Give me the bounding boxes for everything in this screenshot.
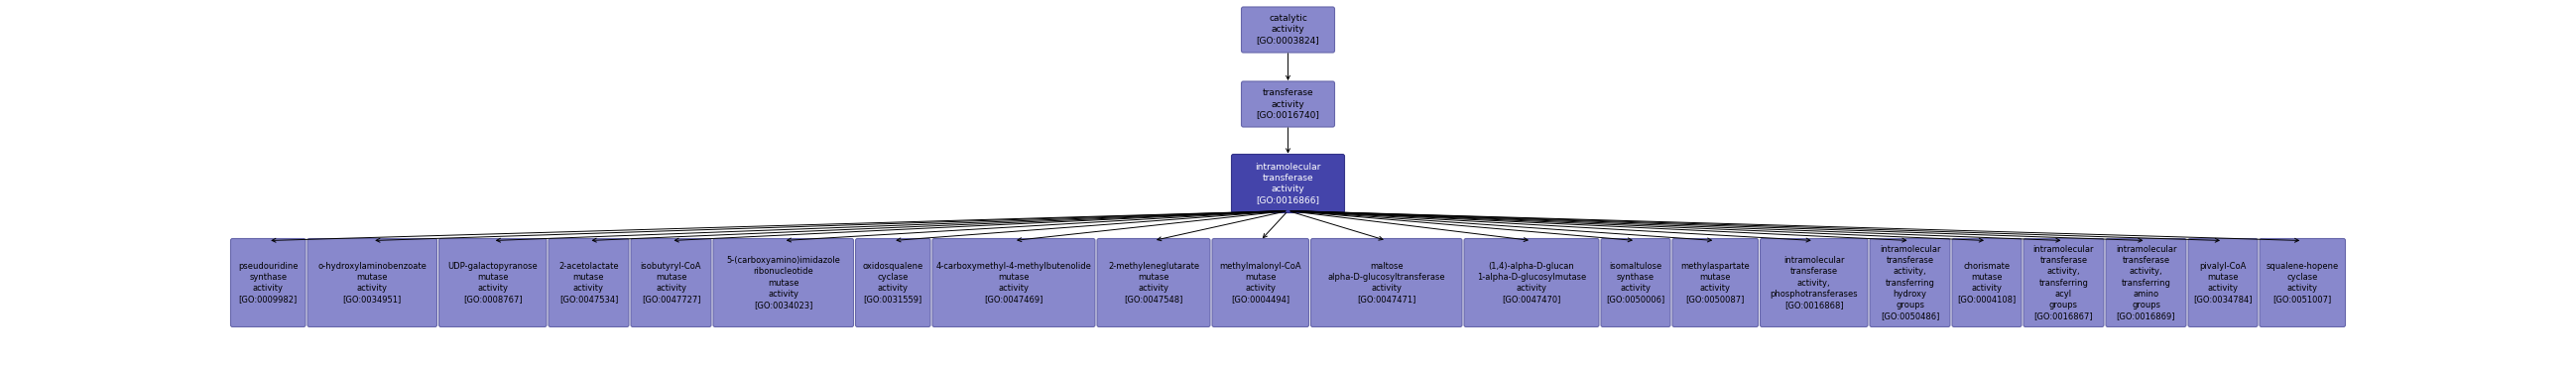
Text: pseudouridine
synthase
activity
[GO:0009982]: pseudouridine synthase activity [GO:0009… [237, 262, 299, 304]
FancyBboxPatch shape [2025, 238, 2105, 327]
Text: 2-acetolactate
mutase
activity
[GO:0047534]: 2-acetolactate mutase activity [GO:00475… [559, 262, 618, 304]
Text: (1,4)-alpha-D-glucan
1-alpha-D-glucosylmutase
activity
[GO:0047470]: (1,4)-alpha-D-glucan 1-alpha-D-glucosylm… [1476, 262, 1587, 304]
Text: chorismate
mutase
activity
[GO:0004108]: chorismate mutase activity [GO:0004108] [1958, 262, 2017, 304]
Text: isobutyryl-CoA
mutase
activity
[GO:0047727]: isobutyryl-CoA mutase activity [GO:00477… [641, 262, 701, 304]
Text: methylmalonyl-CoA
mutase
activity
[GO:0004494]: methylmalonyl-CoA mutase activity [GO:00… [1218, 262, 1301, 304]
Text: maltose
alpha-D-glucosyltransferase
activity
[GO:0047471]: maltose alpha-D-glucosyltransferase acti… [1327, 262, 1445, 304]
FancyBboxPatch shape [307, 238, 438, 327]
FancyBboxPatch shape [933, 238, 1095, 327]
FancyBboxPatch shape [1672, 238, 1759, 327]
FancyBboxPatch shape [2105, 238, 2187, 327]
Text: UDP-galactopyranose
mutase
activity
[GO:0008767]: UDP-galactopyranose mutase activity [GO:… [448, 262, 538, 304]
FancyBboxPatch shape [1311, 238, 1463, 327]
FancyBboxPatch shape [2187, 238, 2257, 327]
Text: isomaltulose
synthase
activity
[GO:0050006]: isomaltulose synthase activity [GO:00500… [1607, 262, 1664, 304]
Text: squalene-hopene
cyclase
activity
[GO:0051007]: squalene-hopene cyclase activity [GO:005… [2267, 262, 2339, 304]
FancyBboxPatch shape [1242, 7, 1334, 52]
FancyBboxPatch shape [1463, 238, 1600, 327]
FancyBboxPatch shape [1231, 154, 1345, 213]
FancyBboxPatch shape [232, 238, 307, 327]
Text: 2-methyleneglutarate
mutase
activity
[GO:0047548]: 2-methyleneglutarate mutase activity [GO… [1108, 262, 1200, 304]
Text: intramolecular
transferase
activity,
phosphotransferases
[GO:0016868]: intramolecular transferase activity, pho… [1770, 256, 1857, 309]
Text: methylaspartate
mutase
activity
[GO:0050087]: methylaspartate mutase activity [GO:0050… [1680, 262, 1749, 304]
Text: intramolecular
transferase
activity,
transferring
amino
groups
[GO:0016869]: intramolecular transferase activity, tra… [2115, 245, 2177, 320]
Text: intramolecular
transferase
activity
[GO:0016866]: intramolecular transferase activity [GO:… [1255, 163, 1321, 205]
FancyBboxPatch shape [1759, 238, 1868, 327]
FancyBboxPatch shape [855, 238, 930, 327]
FancyBboxPatch shape [1213, 238, 1309, 327]
FancyBboxPatch shape [714, 238, 853, 327]
FancyBboxPatch shape [2259, 238, 2344, 327]
FancyBboxPatch shape [631, 238, 711, 327]
Text: pivalyl-CoA
mutase
activity
[GO:0034784]: pivalyl-CoA mutase activity [GO:0034784] [2192, 262, 2251, 304]
FancyBboxPatch shape [1242, 81, 1334, 127]
Text: transferase
activity
[GO:0016740]: transferase activity [GO:0016740] [1257, 89, 1319, 120]
Text: intramolecular
transferase
activity,
transferring
hydroxy
groups
[GO:0050486]: intramolecular transferase activity, tra… [1880, 245, 1940, 320]
Text: catalytic
activity
[GO:0003824]: catalytic activity [GO:0003824] [1257, 14, 1319, 45]
Text: intramolecular
transferase
activity,
transferring
acyl
groups
[GO:0016867]: intramolecular transferase activity, tra… [2032, 245, 2094, 320]
FancyBboxPatch shape [438, 238, 546, 327]
Text: 4-carboxymethyl-4-methylbutenolide
mutase
activity
[GO:0047469]: 4-carboxymethyl-4-methylbutenolide mutas… [935, 262, 1092, 304]
Text: oxidosqualene
cyclase
activity
[GO:0031559]: oxidosqualene cyclase activity [GO:00315… [863, 262, 922, 304]
FancyBboxPatch shape [1097, 238, 1211, 327]
Text: o-hydroxylaminobenzoate
mutase
activity
[GO:0034951]: o-hydroxylaminobenzoate mutase activity … [317, 262, 428, 304]
FancyBboxPatch shape [1600, 238, 1669, 327]
Text: 5-(carboxyamino)imidazole
ribonucleotide
mutase
activity
[GO:0034023]: 5-(carboxyamino)imidazole ribonucleotide… [726, 256, 840, 309]
FancyBboxPatch shape [1953, 238, 2022, 327]
FancyBboxPatch shape [549, 238, 629, 327]
FancyBboxPatch shape [1870, 238, 1950, 327]
